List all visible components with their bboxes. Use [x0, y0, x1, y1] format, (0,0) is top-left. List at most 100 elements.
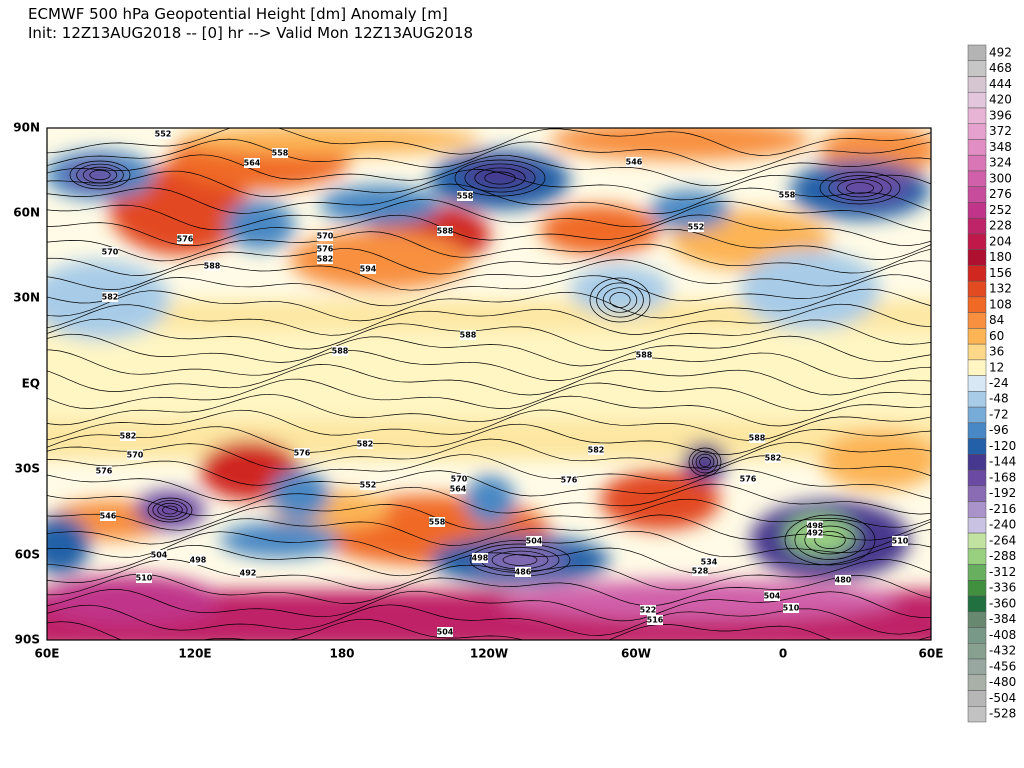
contour-label: 588	[636, 351, 653, 360]
contour-label: 582	[102, 293, 119, 302]
contour-label: 492	[807, 529, 824, 538]
x-axis-label: 0	[779, 647, 787, 661]
contour-label: 522	[640, 606, 657, 615]
colorbar-swatch	[967, 249, 987, 266]
contour-line	[47, 543, 931, 577]
contour-label-bg	[357, 439, 373, 449]
colorbar-swatch	[967, 328, 987, 345]
y-axis-label: 60S	[15, 548, 40, 562]
contour-label: 582	[317, 255, 334, 264]
contour-line	[47, 214, 931, 247]
contour-ring	[152, 500, 188, 520]
contour-label: 492	[240, 569, 257, 578]
contour-label-bg	[892, 536, 908, 546]
colorbar-label: 276	[989, 187, 1012, 201]
contour-label: 558	[272, 149, 289, 158]
colorbar-label: -360	[989, 596, 1016, 610]
contour-label: 552	[155, 130, 172, 139]
contour-line	[47, 199, 931, 232]
subtitle: Init: 12Z13AUG2018 -- [0] hr --> Valid M…	[28, 24, 473, 42]
contours	[47, 128, 931, 640]
contour-label: 570	[317, 232, 334, 241]
colorbar-swatch	[967, 280, 987, 298]
contour-label: 576	[740, 475, 757, 484]
contour-label-bg	[647, 615, 663, 625]
contour-label: 594	[360, 265, 377, 274]
colorbar-swatch	[967, 438, 987, 455]
contour-label-bg	[204, 261, 220, 271]
contour-label: 582	[357, 440, 374, 449]
colorbar-label: -48	[989, 392, 1009, 406]
contour-label-bg	[807, 528, 823, 538]
colorbar-swatch	[967, 406, 987, 424]
contour-label: 552	[360, 481, 377, 490]
contour-label-bg	[102, 292, 118, 302]
colorbar-label: 204	[989, 234, 1012, 248]
contour-label-bg	[120, 431, 136, 441]
colorbar-label: -408	[989, 628, 1016, 642]
contour-ring	[819, 171, 901, 205]
contour-label: 504	[151, 551, 168, 560]
colorbar-swatch	[967, 233, 987, 250]
contour-label: 498	[472, 554, 489, 563]
contour-label-bg	[317, 244, 333, 254]
contour-label: 570	[102, 248, 119, 257]
colorbar-swatch	[967, 107, 987, 124]
contour-ring	[502, 554, 538, 566]
contour-line	[47, 128, 931, 156]
colorbar-label: 180	[989, 250, 1012, 264]
contour-label-bg	[561, 475, 577, 485]
colorbar-label: 252	[989, 203, 1012, 217]
contour-label: 576	[294, 449, 311, 458]
contour-ring	[828, 175, 892, 201]
contour-label-bg	[626, 157, 642, 167]
colorbar-label: -336	[989, 581, 1016, 595]
contour-label: 582	[120, 432, 137, 441]
colorbar-label: -264	[989, 533, 1016, 547]
colorbar-swatch	[967, 674, 987, 691]
colorbar-swatch	[967, 123, 987, 140]
colorbar-label: 444	[989, 77, 1012, 91]
contour-ring	[695, 453, 715, 471]
colorbar-swatch	[967, 611, 987, 628]
colorbar-swatch	[967, 76, 987, 93]
colorbar-label: 156	[989, 266, 1012, 280]
colorbar-label: -384	[989, 612, 1016, 626]
contour-line	[47, 364, 931, 396]
contour-label: 576	[561, 476, 578, 485]
contour-label-bg	[636, 350, 652, 360]
contour-ring	[692, 450, 718, 474]
contour-line	[47, 228, 931, 262]
contour-line	[47, 259, 931, 291]
contour-ring	[784, 514, 876, 566]
contour-label: 588	[749, 434, 766, 443]
contour-label: 582	[765, 454, 782, 463]
colorbar-label: -432	[989, 644, 1016, 658]
contour-label-bg	[807, 521, 823, 531]
colorbar-label: 84	[989, 313, 1004, 327]
contour-line	[47, 138, 931, 172]
x-axis-label: 180	[329, 647, 354, 661]
contour-line	[47, 438, 931, 470]
contour-label-bg	[244, 158, 260, 168]
colorbar-label: 420	[989, 93, 1012, 107]
colorbar-label: 60	[989, 329, 1004, 343]
contour-line	[47, 529, 931, 562]
colorbar-swatch	[967, 391, 987, 408]
contour-label: 486	[515, 568, 532, 577]
contour-label: 588	[204, 262, 221, 271]
map	[47, 128, 931, 640]
colorbar-label: -504	[989, 691, 1016, 705]
contour-ring	[89, 169, 111, 181]
contour-label: 504	[764, 592, 781, 601]
contour-label-bg	[701, 557, 717, 567]
contour-label-bg	[740, 474, 756, 484]
colorbar-label: -480	[989, 675, 1016, 689]
contour-label-bg	[317, 231, 333, 241]
colorbar-label: 324	[989, 156, 1012, 170]
contour-ring	[82, 166, 118, 184]
colorbar-swatch	[967, 186, 987, 203]
contour-label-bg	[240, 568, 256, 578]
x-axis-label: 60E	[35, 647, 60, 661]
colorbar-swatch	[967, 580, 987, 597]
